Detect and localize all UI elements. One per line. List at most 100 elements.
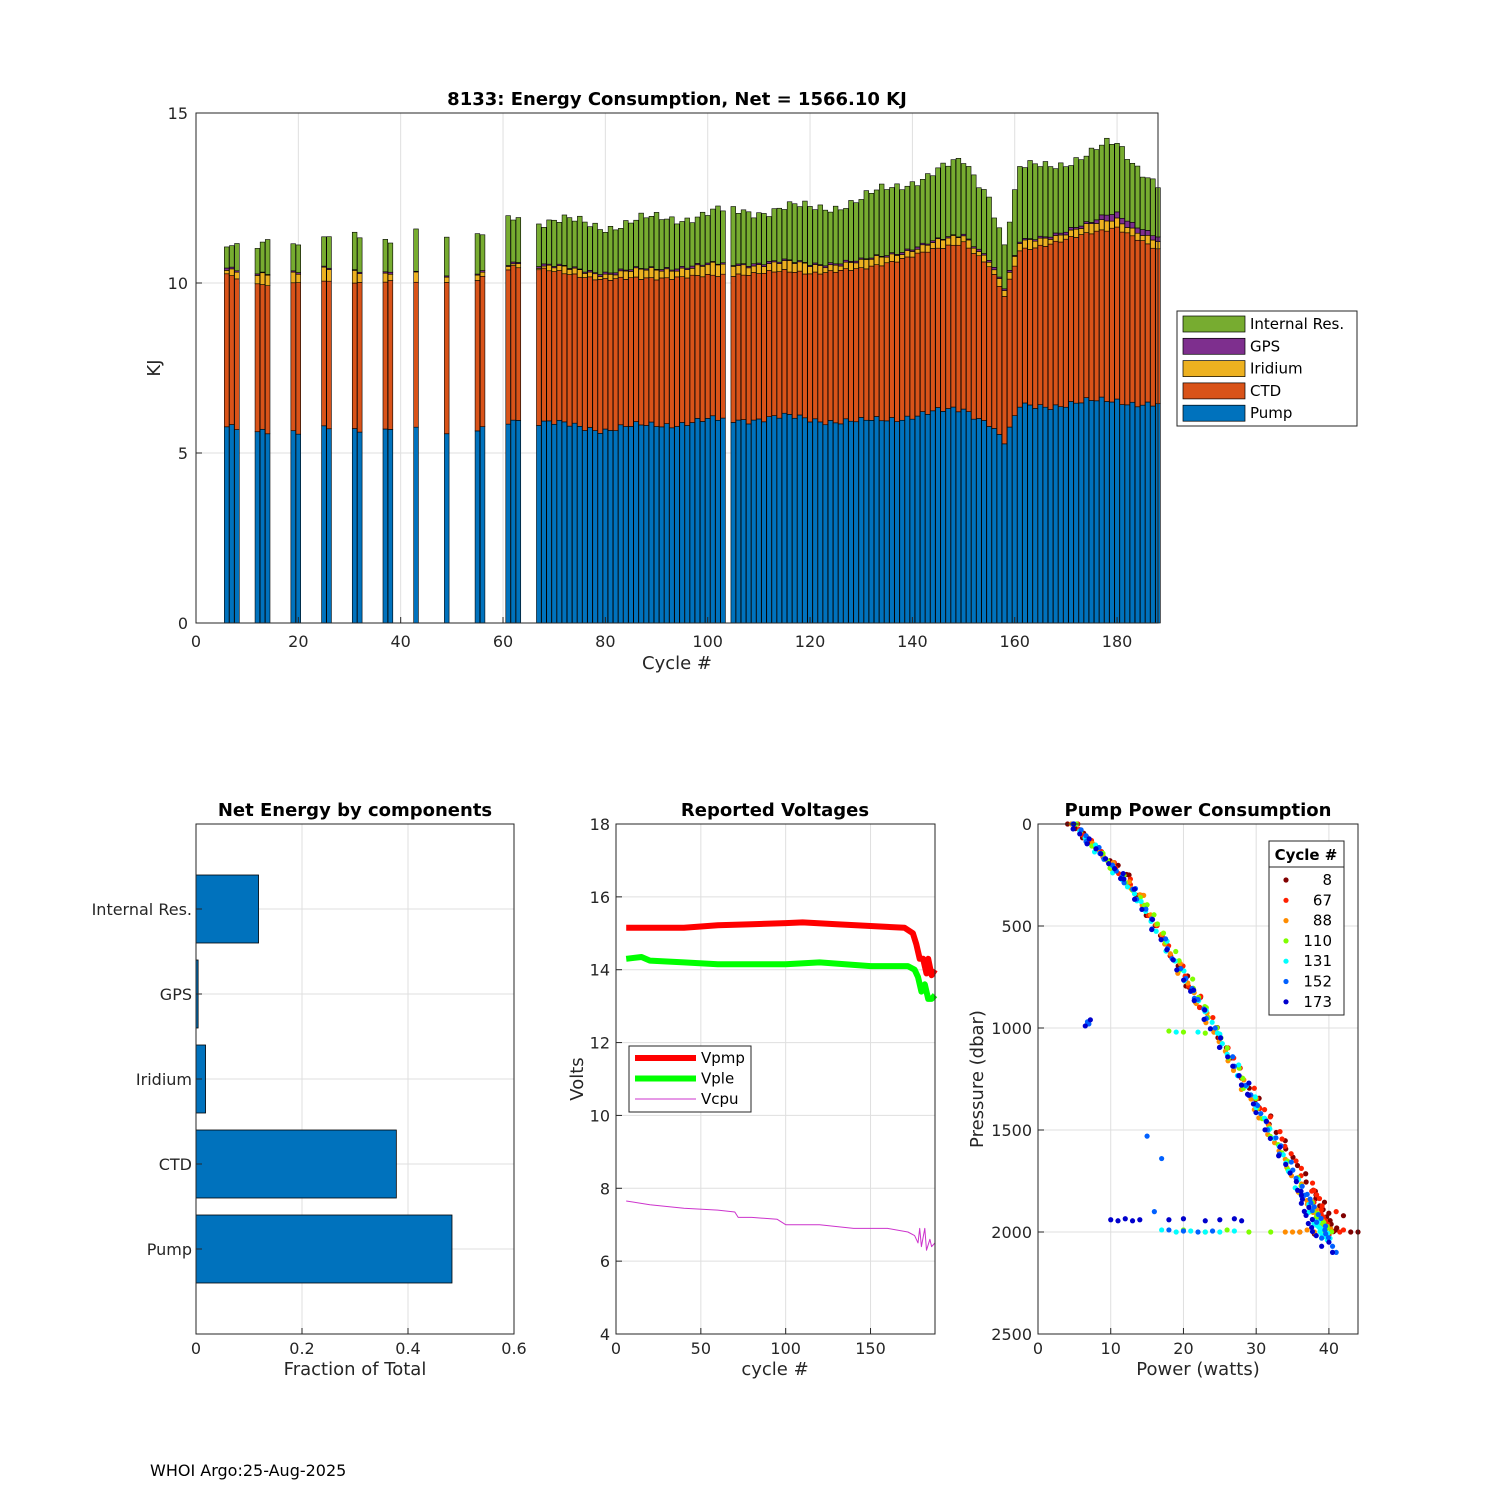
voltages-y-tick-label: 12 <box>590 1034 610 1053</box>
energy-bar-segment <box>884 189 890 256</box>
energy-bar-segment <box>648 277 655 423</box>
energy-bar-segment <box>351 428 358 624</box>
energy-bar-segment <box>413 426 419 624</box>
energy-bar-segment <box>868 193 875 259</box>
energy-bar-segment <box>1109 227 1115 403</box>
energy-bar-segment <box>321 280 327 427</box>
energy-consumption-chart: 0 20 40 60 80 100 120 140 160 180 0 5 10 15 8133: Ene… <box>144 89 1358 674</box>
energy-bar-segment <box>1078 159 1084 227</box>
voltages-chart: 0 50 100 150 4 6 8 10 12 14 16 18 Reported Voltages… <box>567 800 938 1380</box>
energy-bar-segment <box>1139 176 1146 230</box>
energy-bar-segment <box>658 426 665 624</box>
energy-bar-segment <box>889 417 895 624</box>
energy-bar-segment <box>259 284 266 430</box>
pump-y-tick-label: 0 <box>1022 815 1032 834</box>
energy-bar-segment <box>628 277 634 427</box>
energy-bar-segment <box>797 270 803 416</box>
energy-bar-segment <box>382 272 388 283</box>
energy-bar-segment <box>618 228 624 270</box>
energy-bar-segment <box>971 174 977 248</box>
voltages-x-tick-label: 100 <box>770 1339 801 1358</box>
pump-point-cycle-173 <box>1139 906 1145 912</box>
pump-point-cycle-152 <box>1273 1135 1279 1141</box>
pump-y-axis-label: Pressure (dbar) <box>967 1010 988 1148</box>
pump-point-cycle-152 <box>1083 833 1089 839</box>
energy-bar-segment <box>1012 415 1018 624</box>
energy-legend-label: Internal Res. <box>1250 315 1344 333</box>
energy-bar-segment <box>1124 220 1130 228</box>
pump-legend-marker <box>1283 958 1289 964</box>
energy-bar-segment <box>817 204 823 265</box>
pump-power-points <box>1065 821 1361 1255</box>
pump-point-cycle-8 <box>1294 1162 1301 1169</box>
pump-point-cycle-88 <box>1282 1229 1288 1235</box>
pump-point-cycle-173 <box>1121 876 1127 882</box>
energy-x-tick-label: 20 <box>288 632 308 651</box>
pump-point-cycle-152 <box>1230 1054 1236 1060</box>
energy-bar-segment <box>474 274 481 281</box>
energy-bar-segment <box>1073 157 1079 228</box>
energy-bar-segment <box>1032 163 1038 240</box>
energy-bar-segment <box>1058 406 1064 624</box>
energy-bar-segment <box>607 273 614 281</box>
pump-point-cycle-67 <box>1316 1195 1323 1202</box>
energy-bar-segment <box>807 421 813 624</box>
pump-point-cycle-173 <box>1087 1017 1093 1023</box>
pump-point-cycle-131 <box>1209 1019 1215 1025</box>
energy-legend-swatch <box>1182 404 1246 422</box>
pump-point-cycle-173 <box>1298 1200 1304 1206</box>
energy-bar-segment <box>1032 408 1038 624</box>
energy-bar-segment <box>751 272 757 421</box>
energy-bar-segment <box>1017 250 1023 408</box>
energy-bar-segment <box>1109 401 1115 624</box>
energy-y-tick-label: 10 <box>168 274 188 293</box>
pump-point-cycle-173 <box>1082 1023 1088 1029</box>
energy-y-tick-label: 5 <box>178 444 188 463</box>
energy-bar-segment <box>960 163 967 235</box>
energy-bar-segment <box>981 189 987 254</box>
energy-bar-segment <box>679 267 685 277</box>
energy-bar-segment <box>699 211 706 266</box>
pump-point-cycle-152 <box>1162 936 1169 942</box>
energy-bar-segment <box>797 414 803 624</box>
energy-bar-segment <box>786 201 793 261</box>
pump-point-cycle-173 <box>1239 1082 1245 1088</box>
energy-bar-segment <box>551 267 557 272</box>
pump-point-cycle-110 <box>1166 1028 1172 1034</box>
energy-bar-segment <box>781 260 788 270</box>
energy-bar-segment <box>1001 443 1008 624</box>
energy-bar-segment <box>607 226 614 274</box>
energy-bar-segment <box>572 422 578 624</box>
energy-bar-segment <box>510 419 516 624</box>
pump-point-cycle-173 <box>1093 846 1099 852</box>
energy-bar-segment <box>1047 409 1054 624</box>
energy-bar-segment <box>919 244 926 253</box>
energy-bar-segment <box>618 276 624 426</box>
energy-bar-segment <box>827 264 834 271</box>
pump-point-cycle-110 <box>1268 1229 1274 1235</box>
energy-bar-segment <box>1129 401 1136 624</box>
energy-bar-segment <box>715 276 721 421</box>
energy-bar-segment <box>1058 162 1064 234</box>
pump-legend: Cycle # 8 67 88 110 131 152 173 <box>1268 840 1345 1016</box>
energy-bar-segment <box>761 266 767 274</box>
energy-bar-segment <box>382 428 388 624</box>
energy-legend-label: CTD <box>1250 382 1281 400</box>
pump-point-cycle-8 <box>1348 1229 1354 1235</box>
energy-bar-segment <box>1104 137 1110 216</box>
energy-bar-segment <box>577 276 583 427</box>
energy-bar-segment <box>945 244 951 409</box>
pump-point-cycle-152 <box>1311 1204 1317 1210</box>
energy-bar-segment <box>689 268 696 276</box>
energy-bar-segment <box>295 273 301 283</box>
energy-bar-segment <box>1134 406 1141 624</box>
energy-bar-segment <box>699 266 706 278</box>
energy-bar-segment <box>986 266 992 427</box>
energy-bar-segment <box>474 430 481 624</box>
energy-bar-segment <box>1093 219 1100 224</box>
pump-legend-label: 110 <box>1303 932 1332 950</box>
energy-bar-segment <box>607 430 614 624</box>
energy-bar-segment <box>234 271 240 280</box>
pump-point-cycle-131 <box>1153 928 1159 934</box>
